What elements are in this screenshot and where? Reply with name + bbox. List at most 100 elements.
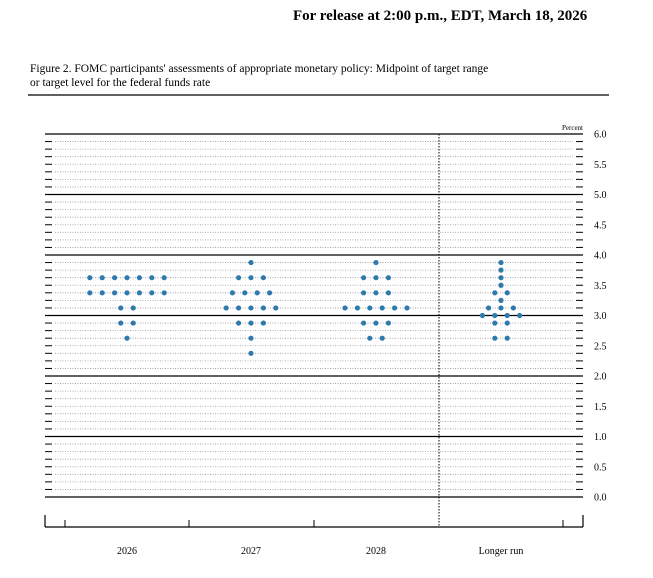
dot-marker [373, 290, 379, 296]
dot-marker [118, 320, 124, 326]
dot-marker [385, 290, 391, 296]
dot-marker [273, 305, 279, 311]
dot-marker [404, 305, 410, 311]
axes-layer [44, 134, 584, 528]
dot-marker [498, 297, 504, 303]
y-tick-label: 4.0 [594, 251, 607, 262]
dot-marker [248, 275, 254, 281]
dot-marker [112, 290, 118, 296]
y-tick-label: 5.0 [594, 190, 607, 201]
dot-marker [367, 305, 373, 311]
dot-marker [373, 320, 379, 326]
dot-marker [149, 290, 155, 296]
dot-marker [118, 305, 124, 311]
dots-layer [87, 259, 523, 356]
dot-marker [385, 275, 391, 281]
dot-marker [130, 320, 136, 326]
x-category-label: Longer run [479, 546, 524, 557]
dot-marker [492, 320, 498, 326]
y-tick-label: 3.5 [594, 281, 607, 292]
dot-marker [504, 290, 510, 296]
dot-marker [87, 275, 93, 281]
dot-marker [248, 305, 254, 311]
dot-marker [361, 320, 367, 326]
dot-marker [504, 335, 510, 341]
dot-marker [486, 305, 492, 311]
dot-marker [260, 275, 266, 281]
dot-marker [260, 320, 266, 326]
y-tick-label: 2.5 [594, 341, 607, 352]
dot-marker [87, 290, 93, 296]
dot-marker [361, 290, 367, 296]
y-tick-label: 3.0 [594, 311, 607, 322]
dot-marker [136, 290, 142, 296]
dot-marker [99, 275, 105, 281]
dot-marker [498, 267, 504, 273]
dot-marker [392, 305, 398, 311]
y-tick-label: 0.5 [594, 462, 607, 473]
y-tick-label: 4.5 [594, 220, 607, 231]
x-category-label: 2026 [117, 546, 137, 557]
figure-caption: Figure 2. FOMC participants' assessments… [30, 62, 610, 90]
dot-marker [342, 305, 348, 311]
dot-marker [373, 275, 379, 281]
dot-marker [248, 259, 254, 266]
dot-marker [504, 320, 510, 326]
y-tick-label: 6.0 [594, 130, 607, 141]
dot-marker [229, 290, 235, 296]
dot-marker [236, 275, 242, 281]
dot-marker [379, 305, 385, 311]
dot-marker [248, 335, 254, 341]
dot-marker [260, 305, 266, 311]
dot-marker [124, 335, 130, 341]
dot-marker [236, 305, 242, 311]
figure-caption-line2: or target level for the federal funds ra… [30, 77, 211, 89]
dot-marker [504, 312, 510, 319]
dot-marker [492, 335, 498, 341]
dot-marker [254, 290, 260, 296]
labels-layer: Percent 6.0 5.5 5.0 4.5 4.0 3.5 3.0 2.5 2.0 1.5 1.0… [117, 124, 607, 557]
dot-marker [379, 335, 385, 341]
dot-marker [373, 259, 379, 266]
dot-marker [492, 290, 498, 296]
dot-marker [354, 305, 360, 311]
x-category-label: 2028 [366, 546, 386, 557]
dot-marker [510, 305, 516, 311]
y-unit-label: Percent [562, 124, 583, 132]
dot-marker [242, 290, 248, 296]
dot-marker [492, 312, 498, 319]
figure-caption-line1: Figure 2. FOMC participants' assessments… [30, 63, 489, 75]
y-tick-label: 0.0 [594, 493, 607, 504]
x-category-label: 2027 [241, 546, 261, 557]
dot-marker [112, 275, 118, 281]
y-tick-label: 5.5 [594, 160, 607, 171]
y-tick-label: 1.0 [594, 432, 607, 443]
y-tick-label: 1.5 [594, 402, 607, 413]
dot-marker [498, 282, 504, 288]
dot-marker [498, 275, 504, 281]
dot-marker [267, 290, 273, 296]
y-tick-label: 2.0 [594, 372, 607, 383]
dot-marker [236, 320, 242, 326]
dot-marker [223, 305, 229, 311]
dot-marker [124, 275, 130, 281]
dot-marker [361, 275, 367, 281]
dot-marker [367, 335, 373, 341]
dot-marker [130, 305, 136, 311]
release-date-text: For release at 2:00 p.m., EDT, March 18,… [293, 8, 588, 24]
dot-marker [99, 290, 105, 296]
dot-marker [479, 312, 485, 319]
dot-marker [498, 259, 504, 266]
dot-marker [385, 320, 391, 326]
dot-marker [248, 350, 254, 356]
dot-marker [517, 312, 523, 319]
dot-marker [161, 290, 167, 296]
dot-marker [161, 275, 167, 281]
dot-marker [124, 290, 130, 296]
dot-marker [136, 275, 142, 281]
dot-marker [149, 275, 155, 281]
dot-marker [248, 320, 254, 326]
dot-marker [498, 305, 504, 311]
grid-layer [45, 133, 583, 498]
